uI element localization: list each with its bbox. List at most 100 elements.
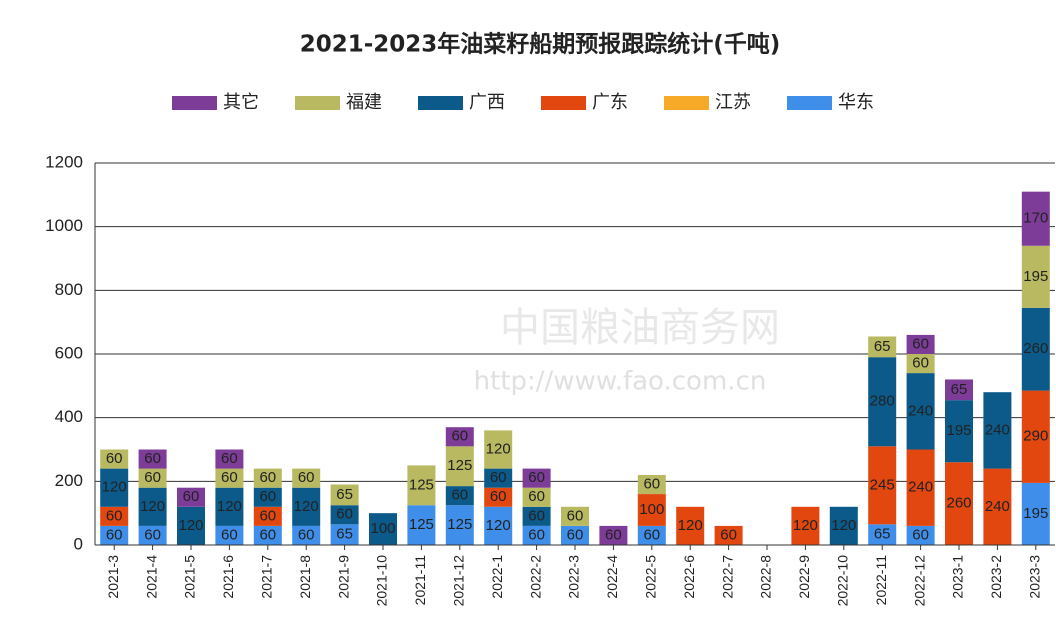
legend-label: 广西 [469,92,505,113]
value-label: 60 [259,507,276,524]
value-label: 195 [1023,505,1048,522]
value-label: 60 [221,469,238,486]
value-label: 65 [951,381,968,398]
value-label: 65 [874,338,891,355]
bar-segment [215,449,244,469]
x-tick-label: 2022-4 [604,555,620,599]
value-label: 60 [144,526,161,543]
y-tick-label: 1000 [45,216,83,235]
bar-segment [906,354,935,374]
bar-segment [292,468,321,488]
value-label: 60 [259,526,276,543]
bar-segment [637,494,666,526]
bar-segment [868,357,897,447]
value-label: 60 [259,469,276,486]
bar-segment [599,525,628,545]
bar-segment [100,525,129,545]
value-label: 280 [870,393,895,410]
bar-segment [637,525,666,545]
x-tick-label: 2022-3 [566,555,582,599]
bar-segment [100,468,129,507]
legend-label: 华东 [838,92,874,113]
x-tick-label: 2022-12 [911,555,927,607]
value-label: 125 [409,516,434,533]
bar-segment [138,487,167,526]
value-label: 120 [793,517,818,534]
bar-segment [637,474,666,495]
value-label: 60 [298,526,315,543]
value-label: 120 [486,440,511,457]
y-tick-label: 1200 [45,152,83,171]
value-label: 60 [106,526,123,543]
value-label: 60 [605,526,622,543]
value-label: 120 [217,498,242,515]
bar-segment [945,462,973,545]
x-tick-label: 2021-4 [143,555,159,599]
bar-segment [330,484,359,506]
y-tick-label: 0 [74,534,83,553]
value-label: 60 [528,469,545,486]
bar-segment [791,506,820,545]
bar-segment [714,525,743,545]
value-label: 120 [294,498,319,515]
legend-label: 其它 [223,92,259,113]
value-label: 125 [447,457,472,474]
bar-segment [868,446,897,525]
bar-segment [138,525,167,545]
legend-swatch [418,96,463,110]
bar-segment [522,487,551,507]
bar-segment [215,487,244,526]
value-label: 125 [409,476,434,493]
x-tick-label: 2022-1 [489,555,505,599]
value-label: 60 [221,526,238,543]
bar-segment [1021,390,1050,483]
x-tick-label: 2022-8 [758,555,774,599]
bar-segment [868,524,897,545]
value-label: 60 [490,488,507,505]
watermark: http://www.fao.com.cn [474,367,767,397]
legend-label: 江苏 [715,92,751,113]
legend-swatch [787,96,832,110]
value-label: 120 [102,479,127,496]
value-label: 125 [447,516,472,533]
bar-segment [522,525,551,545]
bar-segment [484,487,513,507]
bar-segment [484,430,513,469]
chart-title: 2021-2023年油菜籽船期预报跟踪统计(千吨) [300,31,781,58]
value-label: 260 [946,495,971,512]
value-label: 290 [1023,428,1048,445]
bar-segment [407,505,436,545]
x-tick-label: 2021-8 [297,555,313,599]
x-tick-label: 2023-1 [950,555,966,599]
bar-segment [484,468,513,488]
value-label: 245 [870,476,895,493]
bar-segment [906,334,935,354]
legend-swatch [172,96,217,110]
value-label: 60 [259,488,276,505]
legend-label: 广东 [592,92,628,113]
value-label: 120 [831,517,856,534]
value-label: 60 [643,475,660,492]
bar-segment [138,468,167,488]
bar-segment [407,465,436,506]
bar-segment [561,525,589,545]
bar-segment [330,524,359,545]
bar-segment [522,468,551,488]
bar-segment [906,449,935,526]
bar-segment [445,505,474,545]
x-tick-label: 2022-6 [681,555,697,599]
bar-segment [369,513,397,545]
bar-segment [445,427,474,447]
value-label: 60 [528,507,545,524]
bar-segment [253,487,282,507]
value-label: 120 [178,517,203,534]
value-label: 60 [720,526,737,543]
bar-segment [522,506,551,526]
legend-swatch [664,96,709,110]
bar-segment [983,392,1012,469]
x-tick-label: 2022-5 [643,555,659,599]
bar-segment [215,525,244,545]
legend-swatch [541,96,586,110]
x-tick-label: 2021-3 [105,555,121,599]
bar-segment [906,525,935,545]
